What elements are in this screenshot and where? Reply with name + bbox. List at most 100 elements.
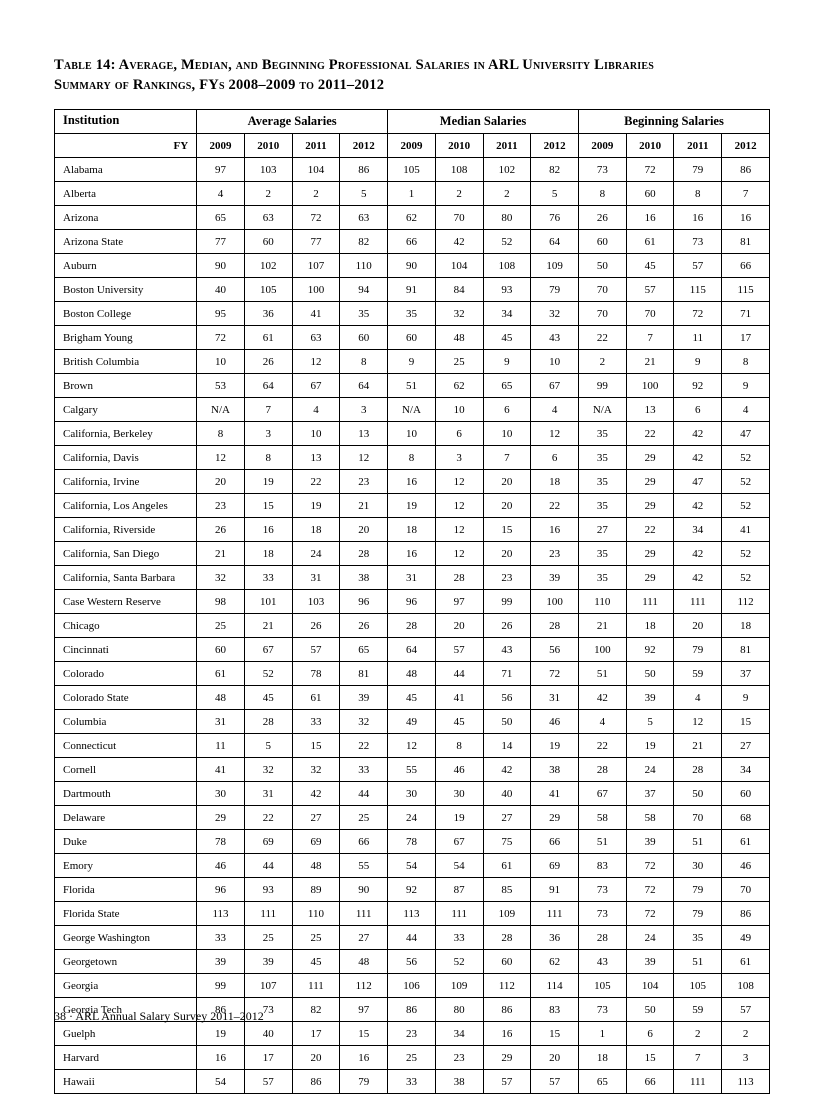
- rank-cell: N/A: [197, 398, 245, 422]
- rank-cell: 2: [292, 182, 340, 206]
- rank-cell: 7: [722, 182, 770, 206]
- rank-cell: 34: [722, 758, 770, 782]
- rank-cell: 8: [435, 734, 483, 758]
- rank-cell: 50: [626, 662, 674, 686]
- rank-cell: 56: [483, 686, 531, 710]
- rank-cell: 32: [292, 758, 340, 782]
- rank-cell: 110: [578, 590, 626, 614]
- rank-cell: 70: [674, 806, 722, 830]
- rank-cell: 25: [340, 806, 388, 830]
- rank-cell: 35: [578, 542, 626, 566]
- rank-cell: 31: [197, 710, 245, 734]
- rank-cell: 23: [483, 566, 531, 590]
- institution-cell: Brown: [55, 374, 197, 398]
- rank-cell: 40: [483, 782, 531, 806]
- table-row: Florida969389909287859173727970: [55, 878, 770, 902]
- rank-cell: 85: [483, 878, 531, 902]
- rank-cell: 56: [531, 638, 579, 662]
- rank-cell: 44: [244, 854, 292, 878]
- rank-cell: 63: [244, 206, 292, 230]
- rank-cell: 60: [483, 950, 531, 974]
- rank-cell: 82: [531, 158, 579, 182]
- rank-cell: 39: [340, 686, 388, 710]
- rank-cell: 110: [292, 902, 340, 926]
- rank-cell: 18: [292, 518, 340, 542]
- institution-cell: Colorado State: [55, 686, 197, 710]
- rank-cell: 92: [626, 638, 674, 662]
- rank-cell: 23: [197, 494, 245, 518]
- rank-cell: 102: [244, 254, 292, 278]
- rank-cell: 38: [340, 566, 388, 590]
- rank-cell: 28: [578, 758, 626, 782]
- rank-cell: 42: [674, 446, 722, 470]
- rank-cell: 22: [340, 734, 388, 758]
- col-header-year: 2010: [244, 134, 292, 158]
- rank-cell: 2: [435, 182, 483, 206]
- rank-cell: 19: [244, 470, 292, 494]
- rank-cell: 68: [722, 806, 770, 830]
- rank-cell: 28: [531, 614, 579, 638]
- rank-cell: 3: [244, 422, 292, 446]
- col-header-year: 2010: [626, 134, 674, 158]
- rank-cell: 100: [626, 374, 674, 398]
- rank-cell: 51: [578, 662, 626, 686]
- rank-cell: 20: [531, 1046, 579, 1070]
- table-row: Auburn901021071109010410810950455766: [55, 254, 770, 278]
- rank-cell: 79: [340, 1070, 388, 1094]
- institution-cell: California, Davis: [55, 446, 197, 470]
- rank-cell: 57: [244, 1070, 292, 1094]
- rank-cell: 27: [483, 806, 531, 830]
- institution-cell: Harvard: [55, 1046, 197, 1070]
- rank-cell: 8: [340, 350, 388, 374]
- rank-cell: 61: [626, 230, 674, 254]
- rank-cell: 22: [626, 518, 674, 542]
- rank-cell: 32: [340, 710, 388, 734]
- rank-cell: 112: [722, 590, 770, 614]
- rank-cell: 83: [578, 854, 626, 878]
- rank-cell: 60: [197, 638, 245, 662]
- col-header-year: 2009: [388, 134, 436, 158]
- rank-cell: 15: [531, 1022, 579, 1046]
- rank-cell: 31: [244, 782, 292, 806]
- rank-cell: 57: [435, 638, 483, 662]
- rank-cell: 8: [722, 350, 770, 374]
- institution-cell: Hawaii: [55, 1070, 197, 1094]
- table-row: Hawaii54578679333857576566111113: [55, 1070, 770, 1094]
- institution-cell: Boston University: [55, 278, 197, 302]
- table-row: Florida State113111110111113111109111737…: [55, 902, 770, 926]
- rank-cell: 13: [340, 422, 388, 446]
- rank-cell: 101: [244, 590, 292, 614]
- institution-cell: Auburn: [55, 254, 197, 278]
- rank-cell: 6: [626, 1022, 674, 1046]
- institution-cell: Connecticut: [55, 734, 197, 758]
- institution-cell: George Washington: [55, 926, 197, 950]
- rank-cell: 26: [340, 614, 388, 638]
- rank-cell: 92: [388, 878, 436, 902]
- rank-cell: 29: [626, 446, 674, 470]
- rank-cell: 46: [197, 854, 245, 878]
- rank-cell: 111: [626, 590, 674, 614]
- rank-cell: 80: [483, 206, 531, 230]
- rank-cell: 17: [292, 1022, 340, 1046]
- institution-cell: California, Irvine: [55, 470, 197, 494]
- rank-cell: 33: [292, 710, 340, 734]
- rank-cell: 73: [578, 878, 626, 902]
- rank-cell: 28: [578, 926, 626, 950]
- rank-cell: 44: [388, 926, 436, 950]
- rank-cell: 43: [578, 950, 626, 974]
- rank-cell: 29: [626, 470, 674, 494]
- rank-cell: N/A: [578, 398, 626, 422]
- rank-cell: 25: [244, 926, 292, 950]
- table-row: Duke786969667867756651395161: [55, 830, 770, 854]
- rank-cell: 10: [483, 422, 531, 446]
- rank-cell: 79: [674, 878, 722, 902]
- institution-cell: Case Western Reserve: [55, 590, 197, 614]
- rank-cell: 39: [531, 566, 579, 590]
- rank-cell: 49: [388, 710, 436, 734]
- institution-cell: Calgary: [55, 398, 197, 422]
- rank-cell: 96: [388, 590, 436, 614]
- rank-cell: 39: [626, 830, 674, 854]
- table-row: Brown536467645162656799100929: [55, 374, 770, 398]
- rank-cell: 15: [483, 518, 531, 542]
- rank-cell: 99: [578, 374, 626, 398]
